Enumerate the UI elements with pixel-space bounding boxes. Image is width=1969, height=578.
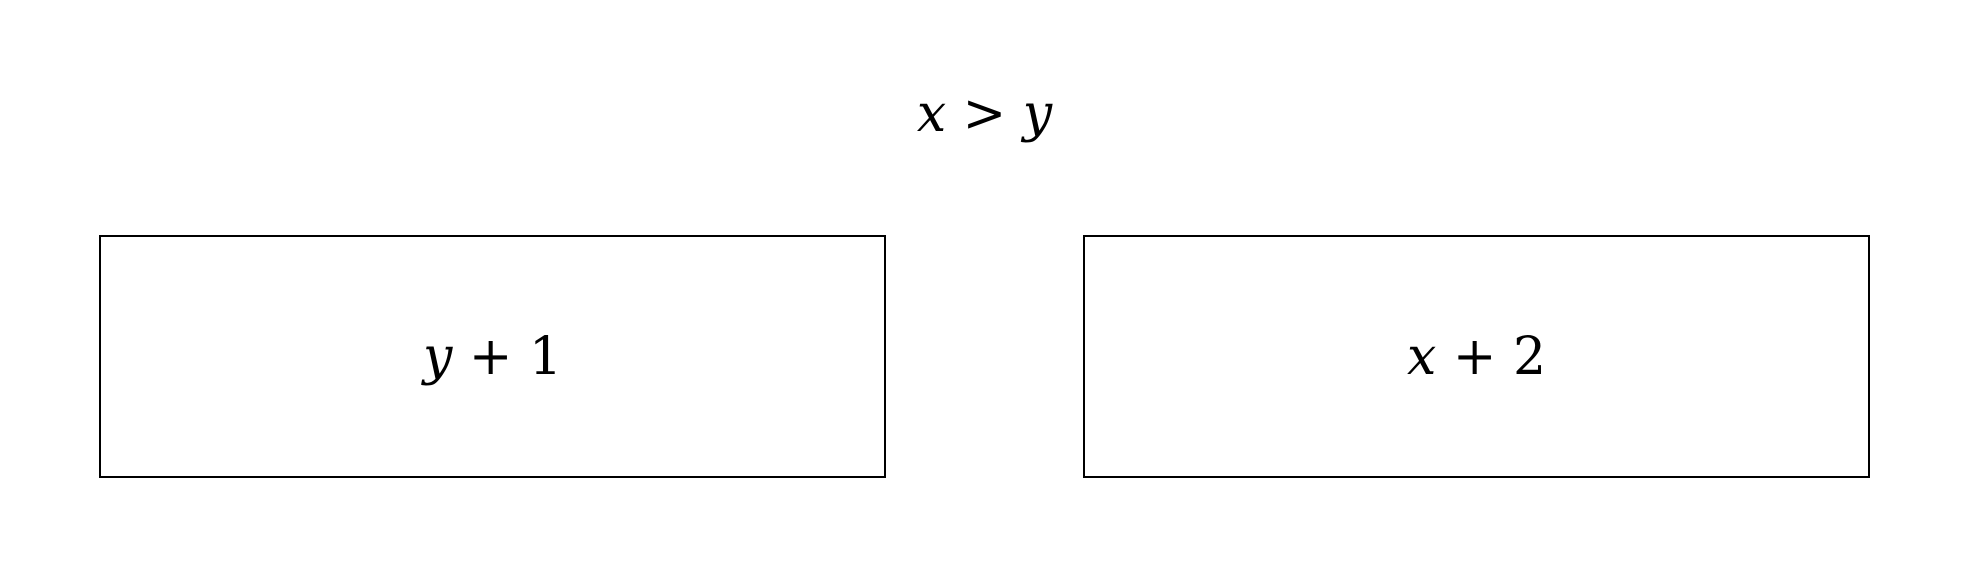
option-right-constant: 2 bbox=[1512, 326, 1547, 387]
condition-right-variable: y bbox=[1022, 84, 1053, 144]
option-box-right: x + 2 bbox=[1083, 235, 1870, 478]
option-box-left: y + 1 bbox=[99, 235, 886, 478]
option-left-constant: 1 bbox=[528, 326, 563, 387]
option-expression-left: y + 1 bbox=[423, 331, 562, 383]
condition-expression: x > y bbox=[0, 88, 1969, 140]
option-left-variable: y bbox=[422, 326, 453, 387]
condition-operator: > bbox=[962, 84, 1007, 144]
option-right-variable: x bbox=[1406, 326, 1437, 387]
condition-left-variable: x bbox=[916, 84, 947, 144]
option-expression-right: x + 2 bbox=[1407, 331, 1546, 383]
option-right-operator: + bbox=[1452, 326, 1497, 387]
option-left-operator: + bbox=[468, 326, 513, 387]
